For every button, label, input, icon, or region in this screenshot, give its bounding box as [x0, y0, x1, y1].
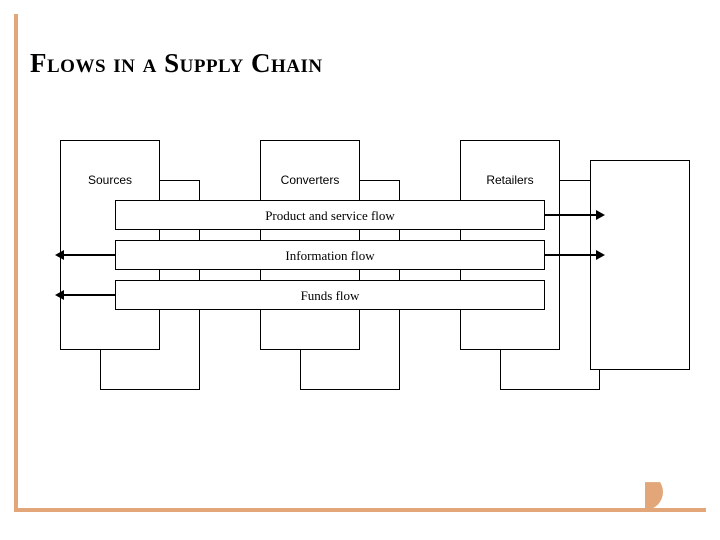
funds-flow-arrow-left: [55, 290, 115, 300]
frame-bottom-bar: [14, 508, 706, 512]
supply-chain-diagram: Sources Converters Retailers Product and se…: [60, 140, 660, 430]
box-label-converters: Converters: [261, 173, 359, 187]
product-service-flow-label: Product and service flow: [116, 201, 544, 231]
information-flow-bar: Information flow: [115, 240, 545, 270]
page-title: Flows in a Supply Chain: [30, 48, 323, 79]
information-flow-arrow-left: [55, 250, 115, 260]
funds-flow-bar: Funds flow: [115, 280, 545, 310]
box-label-sources: Sources: [61, 173, 159, 187]
product-service-flow-bar: Product and service flow: [115, 200, 545, 230]
funds-flow-label: Funds flow: [116, 281, 544, 311]
slide: Flows in a Supply Chain Sources Converter…: [0, 0, 720, 540]
information-flow-arrow-right: [545, 250, 605, 260]
information-flow-label: Information flow: [116, 241, 544, 271]
back-box-back4: [590, 160, 690, 370]
box-label-retailers: Retailers: [461, 173, 559, 187]
frame-left-bar: [14, 14, 18, 512]
corner-decor-icon: [627, 474, 663, 510]
product-service-flow-arrow-right: [545, 210, 605, 220]
